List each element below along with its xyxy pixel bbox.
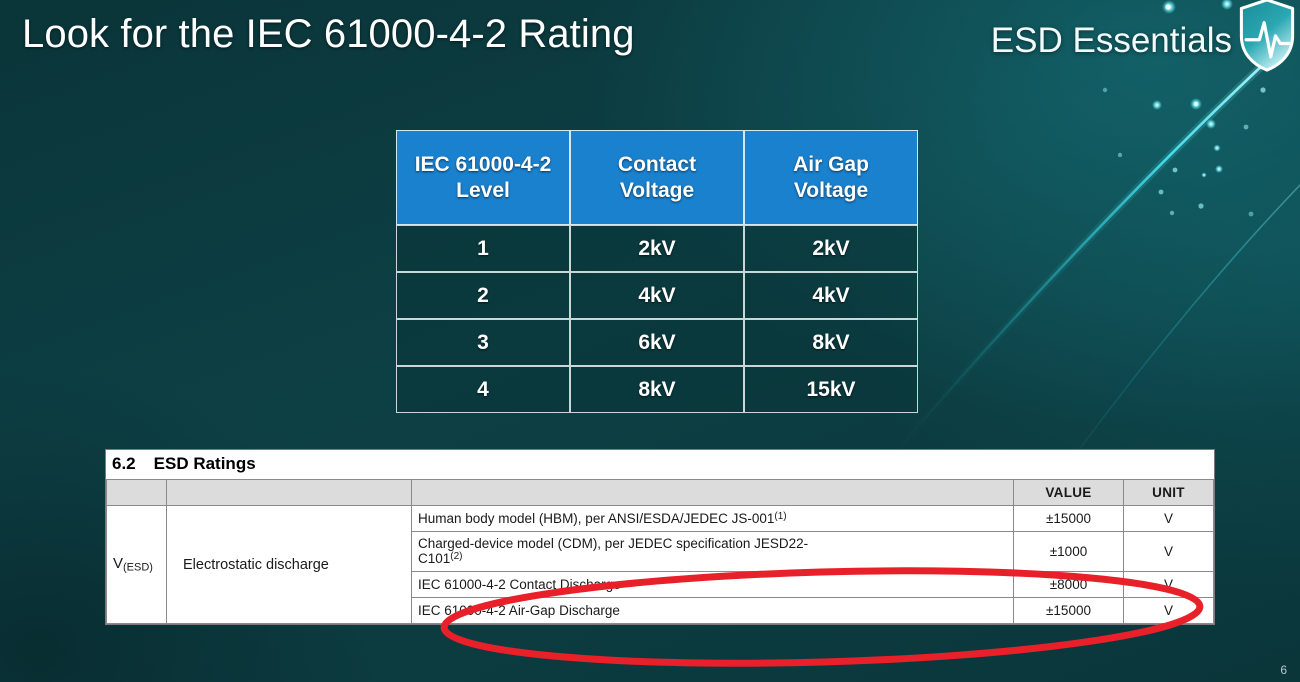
cell-air-gap-voltage: 15kV [744,366,918,413]
cell-value: ±15000 [1013,505,1124,532]
cell-unit: V [1123,597,1214,624]
cell-level: 2 [396,272,570,319]
page-title: Look for the IEC 61000-4-2 Rating [22,12,635,56]
table-row: 2 4kV 4kV [396,272,918,319]
brand-title: ESD Essentials [990,21,1232,60]
description-superscript: (1) [774,510,787,522]
symbol-text: V [113,555,124,573]
brand-lockup: ESD Essentials [990,0,1295,72]
cell-contact-voltage: 6kV [570,319,744,366]
cell-level: 1 [396,225,570,272]
cell-contact-voltage: 4kV [570,272,744,319]
cell-level: 3 [396,319,570,366]
column-header-contact-line1: Contact [617,152,697,176]
column-header-contact-line2: Voltage [619,178,695,202]
table-header-row: IEC 61000-4-2 Level Contact Voltage Air … [396,130,918,225]
cell-unit: V [1123,505,1214,532]
cell-description: Charged-device model (CDM), per JEDEC sp… [411,531,1014,572]
cell-contact-voltage: 2kV [570,225,744,272]
column-header-value: VALUE [1013,479,1124,506]
esd-ratings-table: VALUE UNIT V(ESD) Electrostatic discharg… [106,479,1214,624]
header-blank-symbol [106,479,167,506]
description-text: Charged-device model (CDM), per JEDEC sp… [418,536,809,552]
column-header-airgap-line2: Voltage [793,178,869,202]
table-row: Charged-device model (CDM), per JEDEC sp… [107,531,1214,572]
table-header-row: VALUE UNIT [106,479,1214,506]
table-row: 4 8kV 15kV [396,366,918,413]
datasheet-excerpt: 6.2 ESD Ratings VALUE UNIT V(ESD) Electro… [105,449,1215,625]
column-header-air-gap-voltage: Air Gap Voltage [744,130,918,225]
column-header-level: IEC 61000-4-2 Level [396,130,570,225]
cell-description: Human body model (HBM), per ANSI/ESDA/JE… [411,505,1014,532]
page-number: 6 [1280,663,1287,677]
cell-value: ±15000 [1013,597,1124,624]
cell-air-gap-voltage: 4kV [744,272,918,319]
description-text-line2: C101 [418,551,451,567]
column-header-airgap-line1: Air Gap [793,152,869,176]
cell-air-gap-voltage: 8kV [744,319,918,366]
header-blank-parameter [166,479,412,506]
column-header-level-line2: Level [456,178,510,202]
cell-value: ±8000 [1013,571,1124,598]
cell-symbol: V(ESD) [106,505,167,624]
header-blank-description [411,479,1014,506]
table-row: V(ESD) Electrostatic discharge Human bod… [106,505,1214,624]
table-row: 3 6kV 8kV [396,319,918,366]
section-title: ESD Ratings [153,454,256,473]
symbol-subscript: (ESD) [123,561,153,574]
iec-level-table: IEC 61000-4-2 Level Contact Voltage Air … [396,130,918,413]
cell-value: ±1000 [1013,531,1124,572]
column-header-contact-voltage: Contact Voltage [570,130,744,225]
cell-unit: V [1123,531,1214,572]
section-number: 6.2 [112,454,136,473]
cell-description: IEC 61000-4-2 Contact Discharge [411,571,1014,598]
cell-description: IEC 61000-4-2 Air-Gap Discharge [411,597,1014,624]
shield-pulse-icon [1239,0,1295,72]
cell-contact-voltage: 8kV [570,366,744,413]
column-header-unit: UNIT [1123,479,1214,506]
cell-level: 4 [396,366,570,413]
cell-air-gap-voltage: 2kV [744,225,918,272]
table-row: 1 2kV 2kV [396,225,918,272]
description-text: Human body model (HBM), per ANSI/ESDA/JE… [418,511,775,527]
cell-parameter: Electrostatic discharge [166,505,412,624]
description-superscript: (2) [450,551,463,563]
column-header-level-line1: IEC 61000-4-2 [414,152,552,176]
cell-unit: V [1123,571,1214,598]
datasheet-section-heading: 6.2 ESD Ratings [106,450,1214,479]
